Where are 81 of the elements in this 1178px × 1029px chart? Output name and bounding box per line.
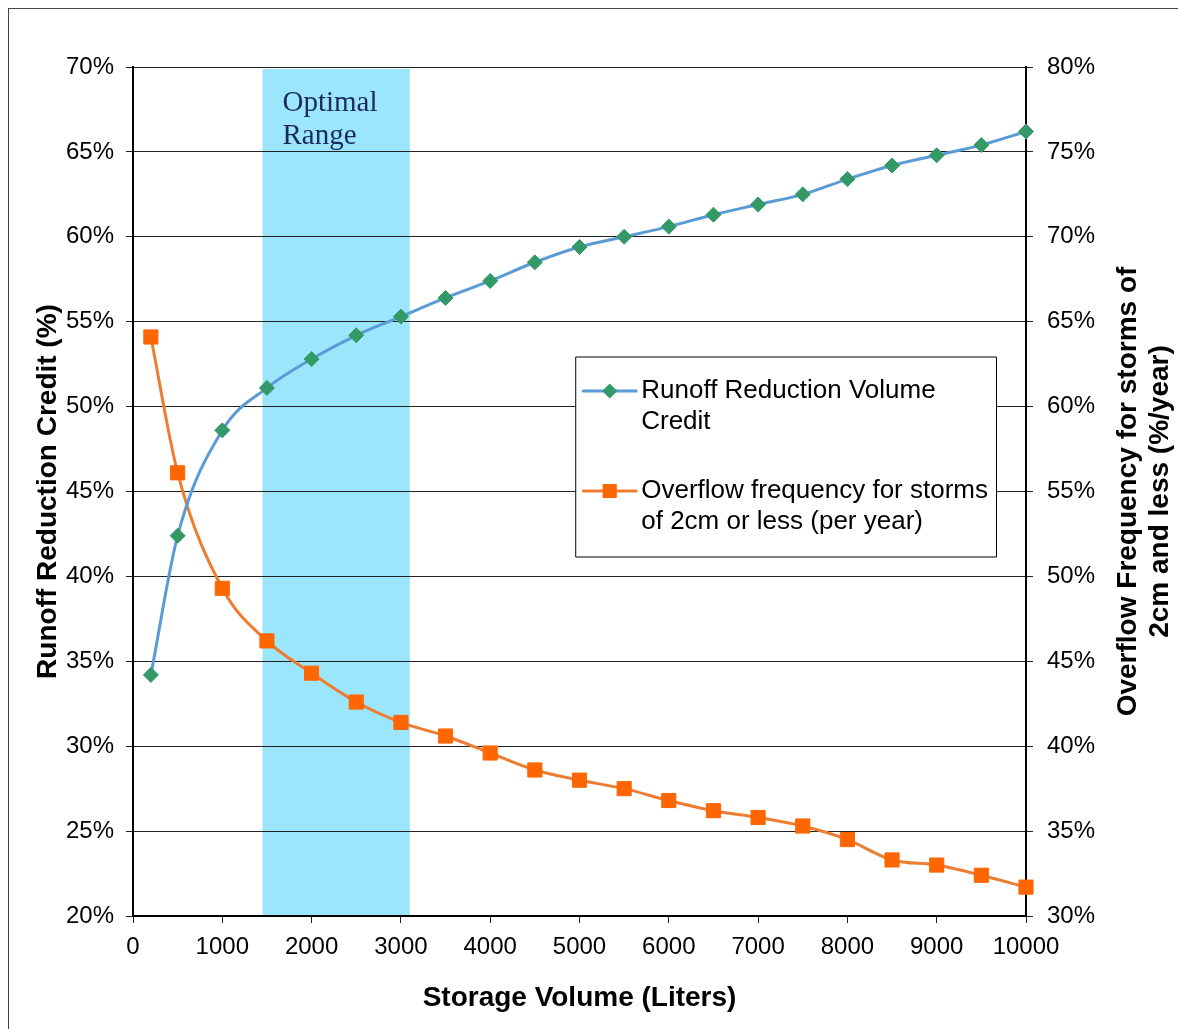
point (393, 714, 409, 730)
y-tick-label: 35% (65, 645, 114, 673)
point (571, 772, 588, 788)
y2-tick-label: 75% (1047, 136, 1096, 164)
point (661, 792, 677, 809)
point (750, 809, 766, 826)
point (437, 289, 454, 306)
x-tick-label: 6000 (642, 932, 696, 960)
point (705, 206, 722, 223)
point (392, 308, 409, 325)
y2-tick-label: 70% (1047, 221, 1096, 249)
point (571, 238, 588, 255)
x-tick-label: 1000 (195, 932, 249, 960)
y-tick-label: 20% (65, 900, 114, 928)
y-tick-label: 70% (65, 51, 114, 79)
y-tick-label: 50% (65, 391, 114, 419)
y2-tick-label: 60% (1047, 391, 1096, 419)
y-tick-label: 30% (65, 730, 114, 758)
point (929, 857, 945, 873)
point (214, 422, 231, 439)
point (839, 171, 856, 188)
point (527, 762, 543, 778)
point (348, 327, 365, 344)
y2-tick-label: 40% (1047, 730, 1096, 758)
point (214, 580, 230, 596)
point (884, 157, 901, 174)
x-tick-label: 8000 (820, 932, 875, 960)
y2-tick-label: 45% (1047, 645, 1096, 673)
point (143, 329, 159, 345)
point (303, 351, 320, 368)
point (1018, 123, 1034, 140)
point (795, 818, 811, 834)
point (750, 196, 767, 213)
point (839, 832, 855, 848)
x-axis-title: Storage Volume (Liters) (422, 980, 737, 1012)
y2-tick-label: 50% (1047, 561, 1096, 589)
point (482, 745, 498, 761)
point (973, 137, 990, 154)
point (660, 218, 677, 235)
point (258, 379, 275, 396)
y-tick-label: 40% (65, 561, 114, 589)
legend-label: Runoff Reduction Volume Credit (641, 374, 936, 436)
y-tick-label: 45% (65, 476, 114, 504)
x-tick-label: 5000 (552, 932, 607, 960)
y-tick-label: 60% (65, 221, 114, 249)
point (304, 665, 320, 681)
point (616, 228, 633, 245)
y-tick-label: 65% (65, 136, 114, 164)
point (705, 803, 722, 819)
x-tick-label: 4000 (463, 932, 517, 960)
y2-tick-label: 80% (1047, 51, 1096, 79)
point (928, 147, 945, 164)
x-tick-label: 10000 (992, 932, 1060, 960)
y2-tick-label: 65% (1047, 306, 1096, 334)
point (973, 867, 989, 883)
point (142, 666, 159, 683)
x-tick-label: 3000 (374, 932, 428, 960)
point (1018, 879, 1034, 895)
x-tick-label: 2000 (284, 932, 339, 960)
y2-tick-label: 35% (1047, 815, 1096, 843)
point (884, 852, 900, 868)
point (616, 781, 632, 797)
y2-tick-label: 55% (1047, 476, 1096, 504)
point (526, 254, 543, 271)
legend-label: Overflow frequency for storms of 2cm or less (per year) (641, 474, 989, 536)
point (348, 694, 364, 710)
y2-tick-label: 30% (1047, 900, 1096, 928)
y-tick-label: 55% (65, 306, 114, 334)
x-tick-label: 9000 (910, 932, 964, 960)
x-tick-label: 0 (126, 932, 140, 960)
point (170, 465, 186, 481)
y-axis-title: Runoff Reduction Credit (%) (30, 304, 62, 679)
point (169, 527, 186, 544)
point (482, 272, 499, 289)
point (259, 633, 275, 649)
point (437, 728, 454, 744)
x-tick-label: 7000 (731, 932, 785, 960)
point (794, 186, 811, 203)
y2-axis-title: Overflow Frequency for storms of 2cm and less (%/year) (1110, 266, 1174, 717)
band-label: Optimal Range (282, 85, 378, 150)
y-tick-label: 25% (65, 815, 114, 843)
